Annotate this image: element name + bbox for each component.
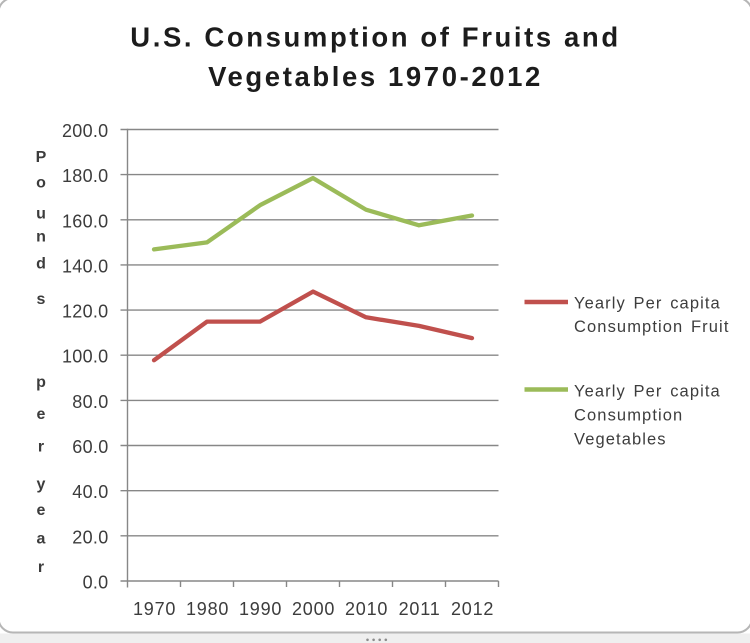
svg-text:200.0: 200.0 (62, 121, 109, 141)
svg-text:d: d (36, 255, 46, 272)
svg-text:80.0: 80.0 (72, 392, 108, 412)
svg-text:e: e (37, 406, 46, 423)
svg-text:y: y (37, 476, 46, 493)
svg-text:a: a (37, 531, 46, 548)
svg-text:1990: 1990 (239, 599, 282, 619)
svg-text:160.0: 160.0 (62, 211, 109, 231)
svg-text:0.0: 0.0 (83, 573, 109, 593)
svg-text:2012: 2012 (451, 599, 494, 619)
svg-text:1980: 1980 (186, 599, 229, 619)
svg-text:n: n (36, 229, 46, 246)
svg-text:Vegetables 1970-2012: Vegetables 1970-2012 (208, 61, 543, 92)
svg-text:1970: 1970 (133, 599, 176, 619)
svg-text:P: P (36, 149, 47, 166)
svg-text:100.0: 100.0 (62, 347, 109, 367)
svg-text:u: u (36, 205, 46, 222)
svg-text:p: p (36, 374, 46, 391)
svg-text:20.0: 20.0 (72, 527, 108, 547)
svg-text:e: e (37, 502, 46, 519)
svg-text:r: r (38, 559, 44, 576)
svg-text:180.0: 180.0 (62, 166, 109, 186)
svg-text:s: s (37, 291, 46, 308)
svg-text:Consumption Fruit: Consumption Fruit (574, 318, 730, 336)
svg-text:o: o (36, 175, 46, 192)
svg-text:120.0: 120.0 (62, 302, 109, 322)
svg-text:60.0: 60.0 (72, 437, 108, 457)
svg-text:Vegetables: Vegetables (574, 431, 667, 449)
svg-text:Yearly Per capita: Yearly Per capita (574, 295, 721, 313)
svg-text:40.0: 40.0 (72, 482, 108, 502)
svg-text:2000: 2000 (292, 599, 335, 619)
svg-text:r: r (38, 438, 44, 455)
svg-text:Consumption: Consumption (574, 407, 683, 425)
svg-text:140.0: 140.0 (62, 256, 109, 276)
svg-text:Yearly Per capita: Yearly Per capita (574, 383, 721, 401)
svg-text:2010: 2010 (345, 599, 388, 619)
svg-text:2011: 2011 (399, 599, 441, 619)
svg-text:U.S. Consumption of Fruits and: U.S. Consumption of Fruits and (130, 22, 620, 53)
